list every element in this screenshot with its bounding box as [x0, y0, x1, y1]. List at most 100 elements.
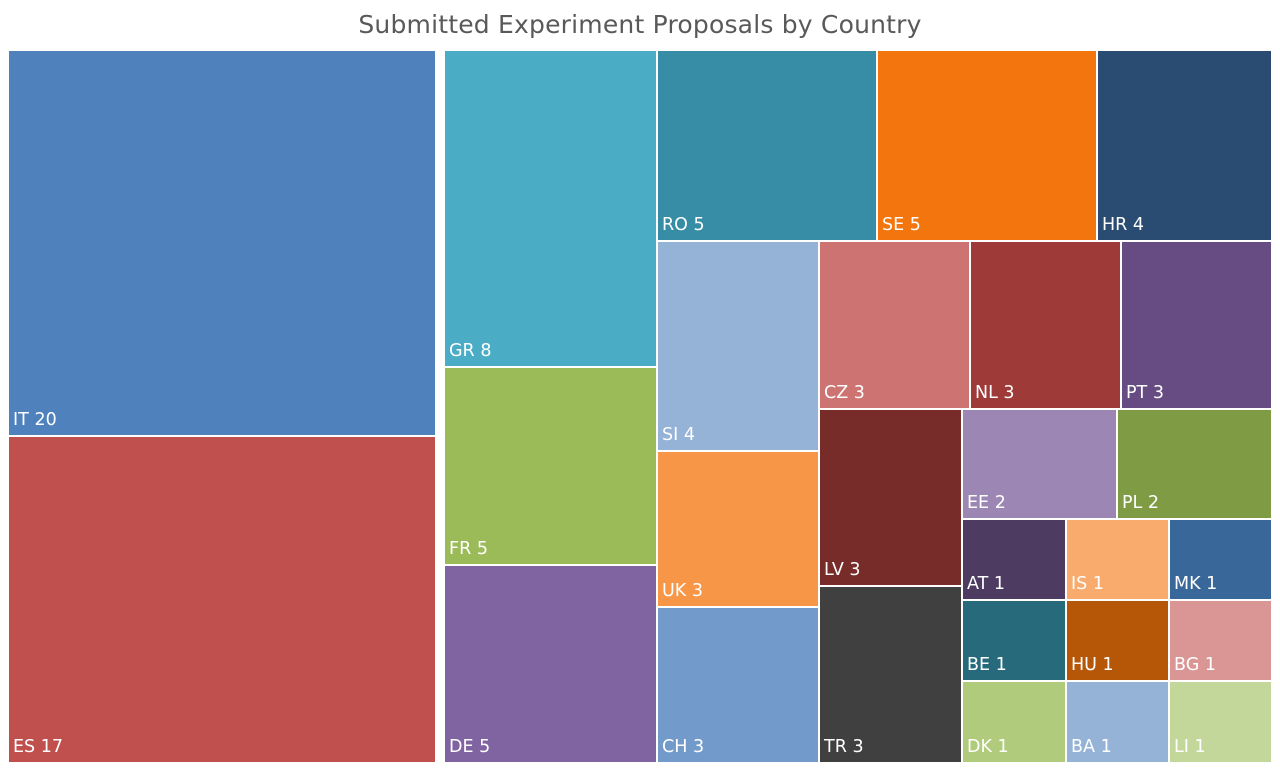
- treemap-label-se: SE 5: [882, 215, 921, 235]
- treemap-label-value: 1: [1206, 574, 1217, 594]
- treemap-label-code: BG: [1174, 655, 1199, 675]
- treemap-label-lv: LV 3: [824, 560, 861, 580]
- treemap-tile-is: IS 1: [1065, 518, 1170, 601]
- treemap-label-code: PT: [1126, 383, 1148, 403]
- treemap-tile-nl: NL 3: [969, 240, 1122, 410]
- treemap-label-is: IS 1: [1071, 574, 1104, 594]
- treemap-label-code: UK: [662, 581, 687, 601]
- treemap-label-li: LI 1: [1174, 737, 1206, 757]
- treemap-label-value: 4: [684, 425, 695, 445]
- treemap-label-value: 3: [852, 737, 863, 757]
- treemap-label-value: 1: [998, 737, 1009, 757]
- treemap-label-code: BE: [967, 655, 990, 675]
- treemap-label-fr: FR 5: [449, 539, 488, 559]
- treemap-label-value: 3: [854, 383, 865, 403]
- treemap-tile-li: LI 1: [1168, 680, 1273, 764]
- treemap-label-uk: UK 3: [662, 581, 703, 601]
- treemap-rect-se: [876, 49, 1098, 242]
- treemap-label-pl: PL 2: [1122, 493, 1159, 513]
- treemap-rect-lv: [818, 408, 963, 587]
- treemap-tile-at: AT 1: [961, 518, 1067, 601]
- treemap-tile-hu: HU 1: [1065, 599, 1170, 682]
- treemap-label-value: 17: [41, 737, 63, 757]
- treemap-label-code: LI: [1174, 737, 1189, 757]
- treemap-rect-it: [7, 49, 437, 437]
- treemap-label-value: 3: [693, 737, 704, 757]
- treemap-label-value: 1: [1205, 655, 1216, 675]
- treemap-label-tr: TR 3: [823, 737, 864, 757]
- treemap-label-code: CH: [662, 737, 687, 757]
- treemap-label-value: 1: [1101, 737, 1112, 757]
- treemap-label-hr: HR 4: [1102, 215, 1144, 235]
- treemap-rect-nl: [969, 240, 1122, 410]
- treemap-tile-ro: RO 5: [656, 49, 878, 242]
- treemap-rect-es: [7, 435, 437, 764]
- treemap-label-code: HU: [1071, 655, 1097, 675]
- treemap-label-code: ES: [13, 737, 35, 757]
- treemap-label-value: 5: [910, 215, 921, 235]
- treemap-rect-li: [1168, 680, 1273, 764]
- treemap-tile-ee: EE 2: [961, 408, 1118, 520]
- treemap-tile-it: IT 20: [7, 49, 437, 437]
- treemap-label-ch: CH 3: [662, 737, 704, 757]
- treemap-label-hu: HU 1: [1071, 655, 1114, 675]
- treemap-rect-dk: [961, 680, 1067, 764]
- treemap-label-dk: DK 1: [967, 737, 1009, 757]
- treemap-tile-es: ES 17: [7, 435, 437, 764]
- treemap-rect-ba: [1065, 680, 1170, 764]
- treemap-tile-ba: BA 1: [1065, 680, 1170, 764]
- treemap-label-value: 4: [1133, 215, 1144, 235]
- treemap-label-code: IS: [1071, 574, 1087, 594]
- treemap-rect-de: [443, 564, 658, 764]
- treemap-label-code: LV: [824, 560, 844, 580]
- treemap-rect-tr: [818, 585, 963, 764]
- treemap-rect-at: [961, 518, 1067, 601]
- treemap-tile-mk: MK 1: [1168, 518, 1273, 601]
- treemap-label-code: RO: [662, 215, 688, 235]
- treemap-label-value: 1: [994, 574, 1005, 594]
- treemap-label-si: SI 4: [662, 425, 695, 445]
- treemap-label-at: AT 1: [967, 574, 1005, 594]
- treemap-tile-uk: UK 3: [656, 450, 820, 608]
- treemap-tile-se: SE 5: [876, 49, 1098, 242]
- treemap-label-code: BA: [1071, 737, 1095, 757]
- treemap-label-es: ES 17: [13, 737, 63, 757]
- treemap-label-gr: GR 8: [449, 341, 491, 361]
- treemap-tile-fr: FR 5: [443, 366, 658, 566]
- treemap-label-code: AT: [967, 574, 989, 594]
- chart-title: Submitted Experiment Proposals by Countr…: [358, 10, 922, 39]
- treemap-label-ee: EE 2: [967, 493, 1006, 513]
- treemap-label-ba: BA 1: [1071, 737, 1112, 757]
- treemap-label-value: 8: [480, 341, 491, 361]
- treemap-label-value: 1: [1195, 737, 1206, 757]
- treemap-tile-cz: CZ 3: [818, 240, 971, 410]
- treemap-label-code: IT: [13, 410, 29, 430]
- treemap-rect-cz: [818, 240, 971, 410]
- treemap-label-value: 3: [692, 581, 703, 601]
- treemap-label-code: FR: [449, 539, 471, 559]
- treemap-rect-ch: [656, 606, 820, 764]
- treemap-label-value: 1: [1103, 655, 1114, 675]
- treemap-label-value: 5: [477, 539, 488, 559]
- treemap-label-cz: CZ 3: [824, 383, 865, 403]
- treemap-label-value: 20: [34, 410, 56, 430]
- treemap-label-code: NL: [975, 383, 998, 403]
- treemap-label-code: SE: [882, 215, 904, 235]
- treemap-label-ro: RO 5: [662, 215, 705, 235]
- treemap-label-code: CZ: [824, 383, 848, 403]
- treemap-label-code: DE: [449, 737, 474, 757]
- treemap-tile-be: BE 1: [961, 599, 1067, 682]
- treemap-label-code: TR: [823, 737, 847, 757]
- treemap-label-code: MK: [1174, 574, 1201, 594]
- treemap-tile-gr: GR 8: [443, 49, 658, 368]
- treemap-tile-tr: TR 3: [818, 585, 963, 764]
- treemap-label-bg: BG 1: [1174, 655, 1216, 675]
- treemap-tile-ch: CH 3: [656, 606, 820, 764]
- treemap-rect-si: [656, 240, 820, 452]
- treemap-tile-de: DE 5: [443, 564, 658, 764]
- treemap-label-pt: PT 3: [1126, 383, 1164, 403]
- treemap-label-value: 3: [1153, 383, 1164, 403]
- treemap-label-de: DE 5: [449, 737, 490, 757]
